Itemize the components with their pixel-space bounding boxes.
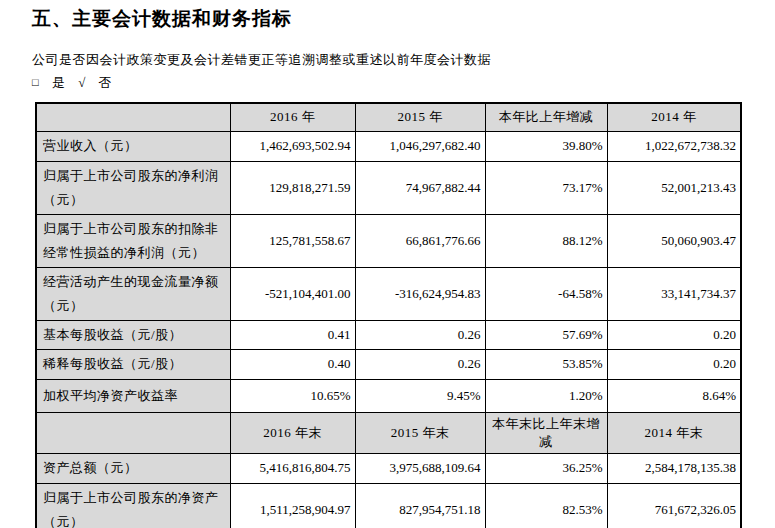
header-empty-cell [36,412,230,453]
value-2015: 66,861,776.66 [355,214,485,267]
value-2015: 0.26 [355,349,485,379]
row-label: 归属于上市公司股东的净利润（元） [36,161,230,214]
value-change: 82.53% [485,483,607,528]
row-label: 资产总额（元） [36,453,230,483]
section-title: 五、主要会计数据和财务指标 [32,6,292,32]
value-2014: 2,584,178,135.38 [607,453,741,483]
value-2014: 33,141,734.37 [607,267,741,320]
table-row-net-profit: 归属于上市公司股东的净利润（元） 129,818,271.59 74,967,8… [36,161,741,214]
restatement-answer: □ 是 √ 否 [32,74,121,92]
row-label: 基本每股收益（元/股） [36,320,230,349]
header-2014-end: 2014 年末 [607,412,741,453]
value-2016: 129,818,271.59 [230,161,355,214]
value-2014: 8.64% [607,379,741,412]
value-change: 88.12% [485,214,607,267]
value-2016: 10.65% [230,379,355,412]
value-2014: 1,022,672,738.32 [607,131,741,161]
header-2016: 2016 年 [230,103,355,131]
value-2014: 0.20 [607,320,741,349]
value-change: -64.58% [485,267,607,320]
value-2016: 0.40 [230,349,355,379]
header-empty-cell [36,103,230,131]
value-change: 57.69% [485,320,607,349]
value-2016: 125,781,558.67 [230,214,355,267]
header-yoy-change: 本年比上年增减 [485,103,607,131]
header-2014: 2014 年 [607,103,741,131]
yes-label: 是 [52,75,66,90]
value-change: 53.85% [485,349,607,379]
table-header-row-annual: 2016 年 2015 年 本年比上年增减 2014 年 [36,103,741,131]
value-2015: 0.26 [355,320,485,349]
value-2016: -521,104,401.00 [230,267,355,320]
table-row-diluted-eps: 稀释每股收益（元/股） 0.40 0.26 53.85% 0.20 [36,349,741,379]
row-label: 加权平均净资产收益率 [36,379,230,412]
value-2015: 3,975,688,109.64 [355,453,485,483]
value-2014: 50,060,903.47 [607,214,741,267]
restatement-question: 公司是否因会计政策变更及会计差错更正等追溯调整或重述以前年度会计数据 [32,51,491,69]
document-page: 五、主要会计数据和财务指标 公司是否因会计政策变更及会计差错更正等追溯调整或重述… [0,0,775,528]
value-2015: 827,954,751.18 [355,483,485,528]
value-change: 39.80% [485,131,607,161]
header-2015-end: 2015 年末 [355,412,485,453]
table-row-net-profit-excl-nonrecurring: 归属于上市公司股东的扣除非经常性损益的净利润（元） 125,781,558.67… [36,214,741,267]
table-row-operating-revenue: 营业收入（元） 1,462,693,502.94 1,046,297,682.4… [36,131,741,161]
value-2016: 1,511,258,904.97 [230,483,355,528]
check-mark-icon: √ [78,75,86,90]
value-change: 1.20% [485,379,607,412]
table-row-net-assets: 归属于上市公司股东的净资产（元） 1,511,258,904.97 827,95… [36,483,741,528]
value-change: 73.17% [485,161,607,214]
table-row-operating-cash-flow: 经营活动产生的现金流量净额（元） -521,104,401.00 -316,62… [36,267,741,320]
value-2016: 1,462,693,502.94 [230,131,355,161]
value-2014: 761,672,326.05 [607,483,741,528]
row-label: 营业收入（元） [36,131,230,161]
table-row-basic-eps: 基本每股收益（元/股） 0.41 0.26 57.69% 0.20 [36,320,741,349]
row-label: 归属于上市公司股东的扣除非经常性损益的净利润（元） [36,214,230,267]
financial-indicators-table: 2016 年 2015 年 本年比上年增减 2014 年 营业收入（元） 1,4… [35,102,742,528]
value-2015: 9.45% [355,379,485,412]
value-2016: 5,416,816,804.75 [230,453,355,483]
table-header-row-year-end: 2016 年末 2015 年末 本年末比上年末增减 2014 年末 [36,412,741,453]
value-2014: 0.20 [607,349,741,379]
header-2015: 2015 年 [355,103,485,131]
row-label: 经营活动产生的现金流量净额（元） [36,267,230,320]
header-2016-end: 2016 年末 [230,412,355,453]
row-label: 稀释每股收益（元/股） [36,349,230,379]
value-2015: 1,046,297,682.40 [355,131,485,161]
value-2015: 74,967,882.44 [355,161,485,214]
value-2015: -316,624,954.83 [355,267,485,320]
value-2014: 52,001,213.43 [607,161,741,214]
checkbox-unchecked-icon: □ [32,76,39,88]
table-row-total-assets: 资产总额（元） 5,416,816,804.75 3,975,688,109.6… [36,453,741,483]
value-2016: 0.41 [230,320,355,349]
header-year-end-change: 本年末比上年末增减 [485,412,607,453]
table-row-weighted-avg-roe: 加权平均净资产收益率 10.65% 9.45% 1.20% 8.64% [36,379,741,412]
value-change: 36.25% [485,453,607,483]
no-label: 否 [99,75,113,90]
row-label: 归属于上市公司股东的净资产（元） [36,483,230,528]
